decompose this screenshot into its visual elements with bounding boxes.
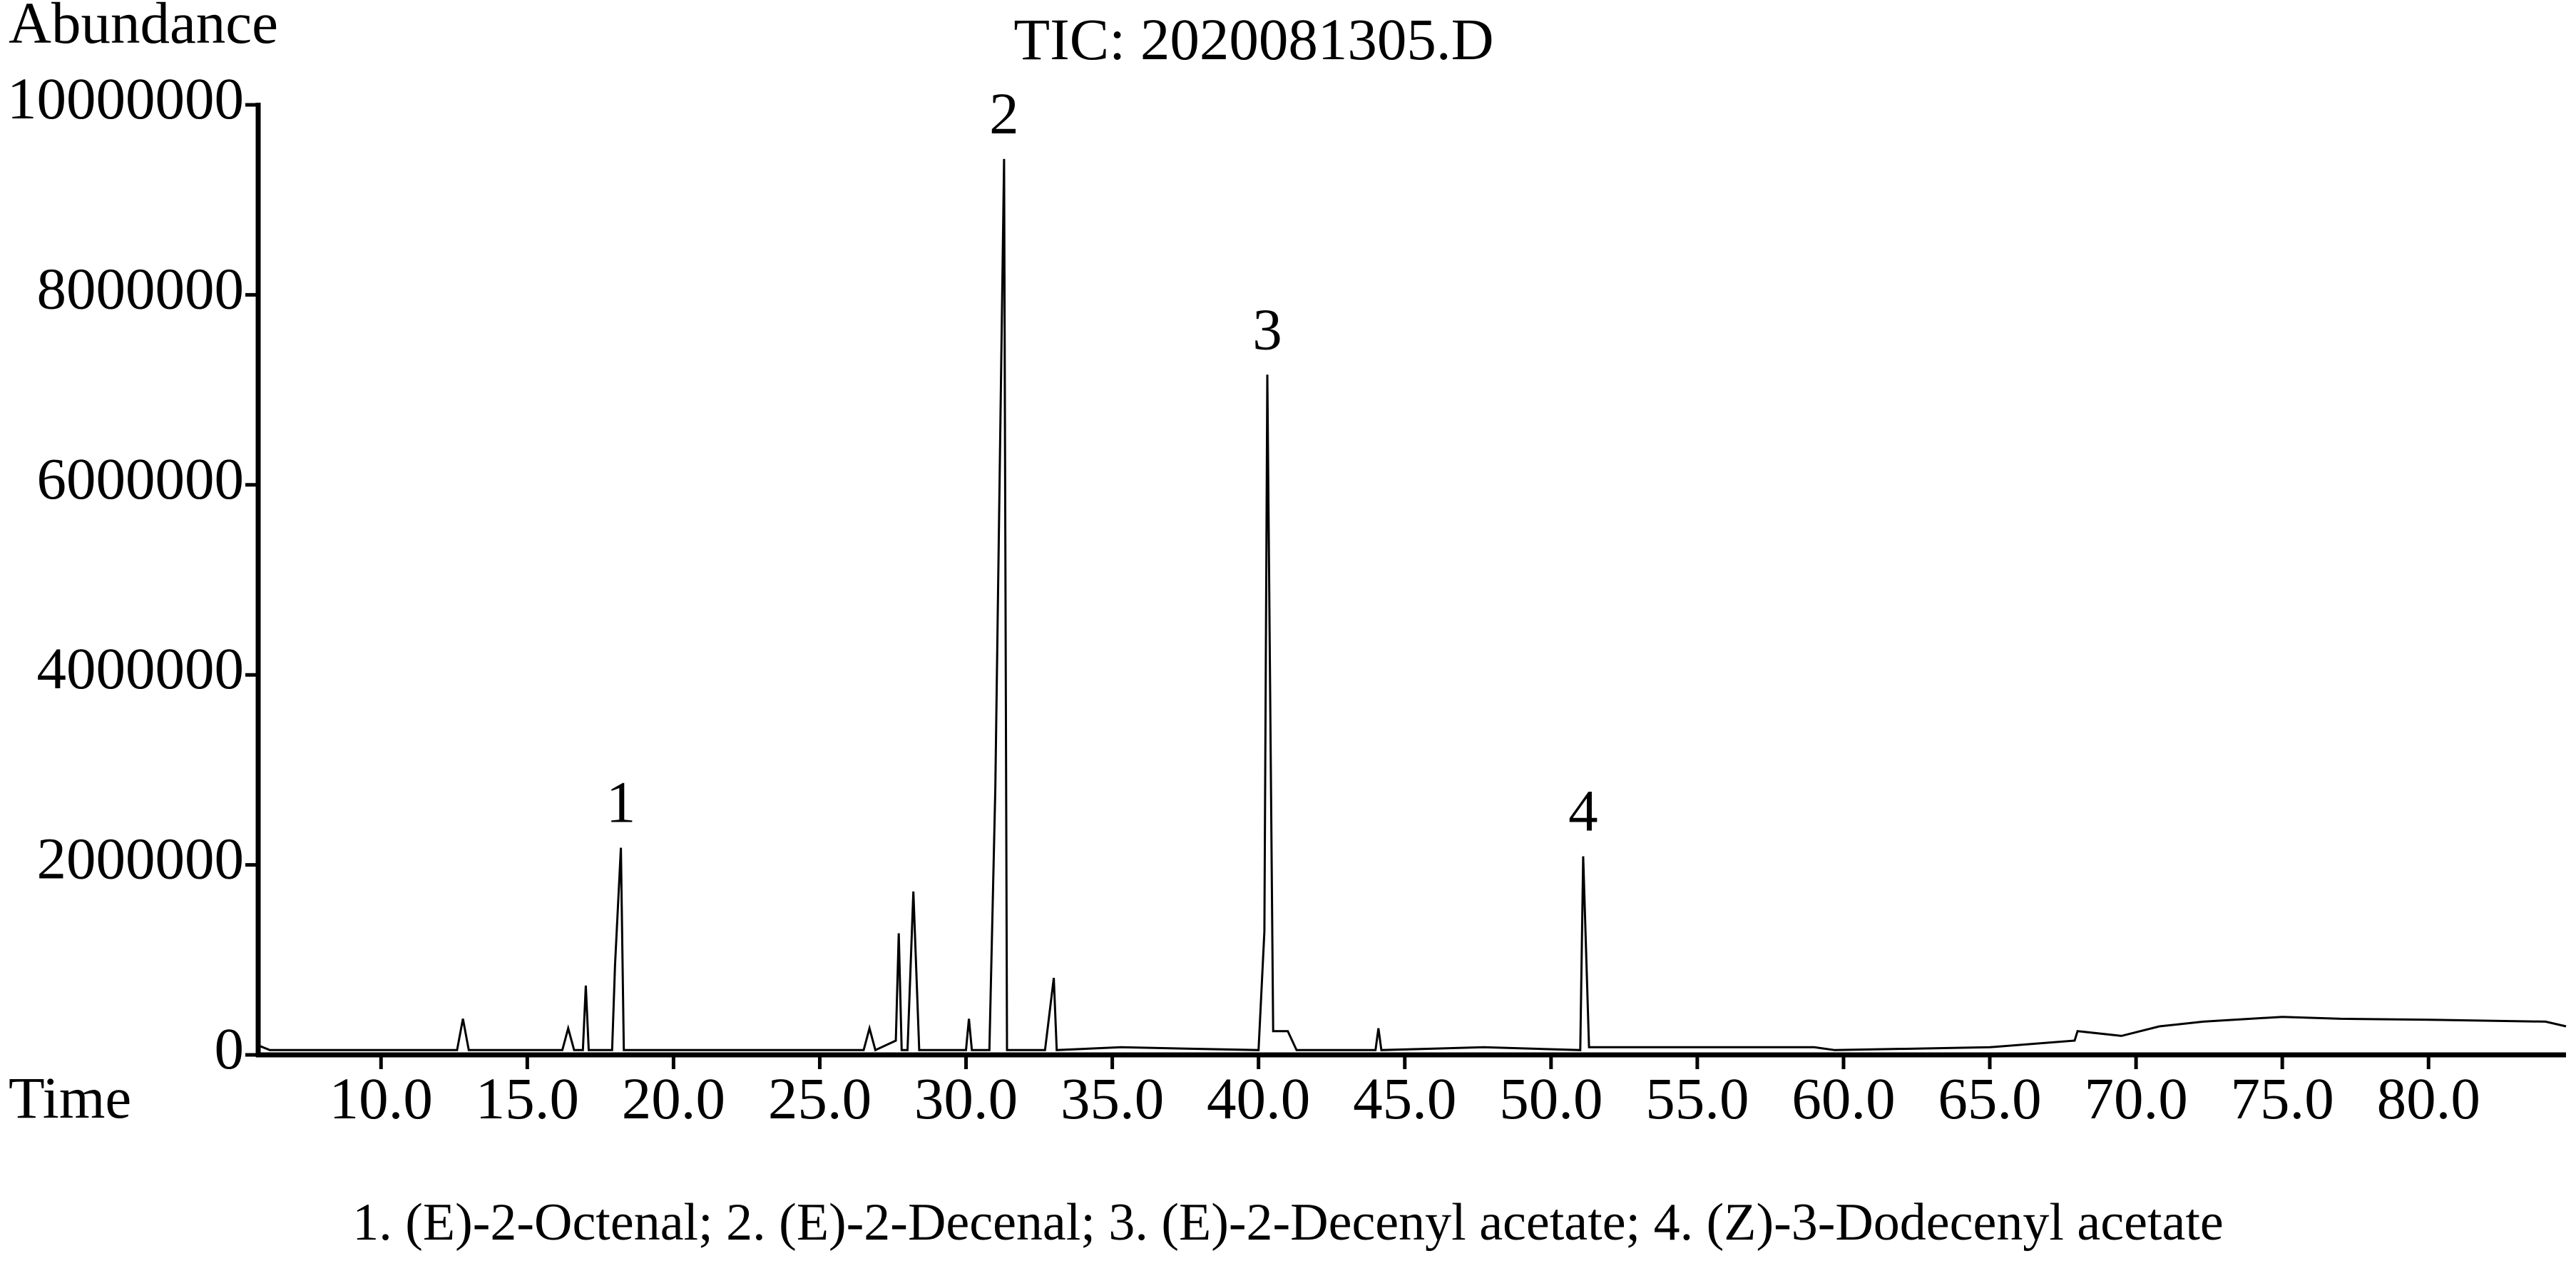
y-tick-label: 2000000 bbox=[37, 826, 245, 892]
y-tick-label: 6000000 bbox=[37, 446, 245, 511]
x-tick-label: 10.0 bbox=[329, 1066, 433, 1131]
x-tick-label: 55.0 bbox=[1645, 1066, 1749, 1131]
peak-label: 2 bbox=[989, 81, 1019, 146]
y-tick-label: 0 bbox=[215, 1016, 245, 1081]
x-tick-label: 70.0 bbox=[2084, 1066, 2187, 1131]
x-tick-label: 60.0 bbox=[1792, 1066, 1895, 1131]
x-tick-label: 75.0 bbox=[2231, 1066, 2334, 1131]
x-tick-label: 15.0 bbox=[476, 1066, 579, 1131]
x-tick-label: 65.0 bbox=[1938, 1066, 2041, 1131]
x-tick-label: 80.0 bbox=[2377, 1066, 2480, 1131]
x-tick-label: 30.0 bbox=[914, 1066, 1018, 1131]
y-axis-label: Abundance bbox=[9, 0, 278, 56]
peak-label: 4 bbox=[1568, 778, 1598, 844]
y-tick-label: 4000000 bbox=[37, 635, 245, 701]
x-tick-label: 25.0 bbox=[768, 1066, 872, 1131]
chromatogram-line bbox=[257, 158, 2567, 1052]
y-tick-label: 8000000 bbox=[37, 255, 245, 321]
x-tick-label: 40.0 bbox=[1207, 1066, 1310, 1131]
peak-label: 3 bbox=[1252, 296, 1282, 362]
x-tick-label: 45.0 bbox=[1353, 1066, 1456, 1131]
x-tick-label: 35.0 bbox=[1060, 1066, 1164, 1131]
x-tick-label: 50.0 bbox=[1499, 1066, 1603, 1131]
peak-label: 1 bbox=[606, 770, 636, 835]
x-tick-label: 20.0 bbox=[622, 1066, 725, 1131]
caption: 1. (E)-2-Octenal; 2. (E)-2-Decenal; 3. (… bbox=[352, 1193, 2224, 1252]
y-tick-label: 10000000 bbox=[7, 66, 244, 131]
x-axis-label: Time bbox=[9, 1065, 131, 1130]
chart-title: TIC: 2020081305.D bbox=[1013, 6, 1493, 72]
